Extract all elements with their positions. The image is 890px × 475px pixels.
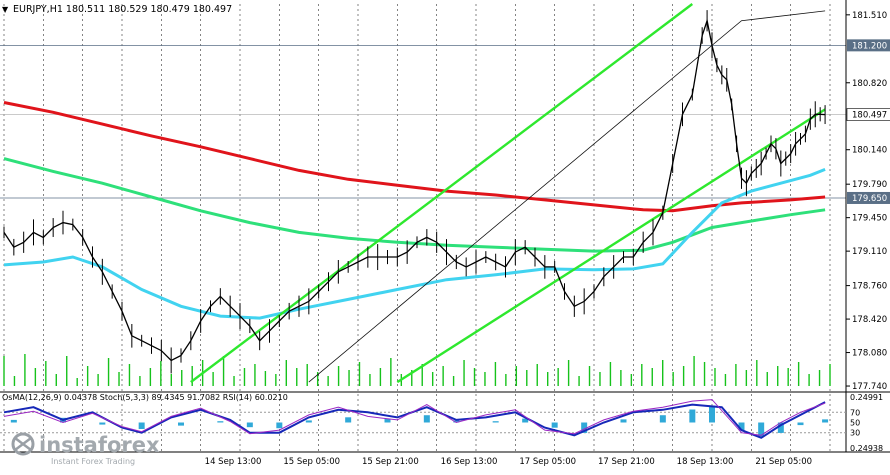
osma-bar <box>551 422 558 428</box>
price-tick-label: 179.450 <box>852 214 887 224</box>
ema50-line <box>3 168 826 320</box>
rsi-line <box>3 399 826 436</box>
indicator-tick-label: 0.24991 <box>850 393 883 402</box>
channel-lower-line <box>396 108 826 384</box>
osma-bar <box>709 405 715 423</box>
price-tick-label: 179.110 <box>852 247 887 257</box>
indicator-label: OsMA(12,26,9) 0.04378 Stoch(5,3,3) 89.43… <box>2 393 288 402</box>
osma-bar <box>492 421 499 423</box>
osma-bar <box>178 422 184 426</box>
osma-bar <box>659 415 666 423</box>
osma-bar <box>217 421 224 423</box>
osma-bar <box>453 420 460 423</box>
indicator-tick-label: 70 <box>850 408 860 417</box>
osma-bar <box>758 422 765 437</box>
price-tag-box <box>847 39 890 52</box>
indicator-tick-label: 30 <box>850 429 860 438</box>
logo-tagline: Instant Forex Trading <box>51 457 135 466</box>
osma-bar <box>384 418 391 423</box>
osma-bar <box>581 422 588 433</box>
logo-name: instaforex <box>39 433 160 457</box>
stoch-line <box>3 401 826 439</box>
time-tick-label: 21 Sep 05:00 <box>755 457 812 467</box>
price-tick-label: 177.740 <box>852 382 887 392</box>
osma-bar <box>246 422 253 428</box>
price-tick-label: 180.140 <box>852 146 887 156</box>
osma-bar <box>305 420 312 423</box>
osma-bar <box>777 422 784 433</box>
osma-bar <box>10 419 17 423</box>
symbol-info: EURJPY,H1 180.511 180.529 180.479 180.49… <box>13 4 232 15</box>
osma-bar <box>423 415 430 423</box>
price-tick-label: 181.510 <box>852 11 887 21</box>
ema200-line <box>3 101 826 213</box>
osma-bar <box>689 409 696 423</box>
price-tick-label: 180.820 <box>852 79 887 89</box>
price-tick-label: 178.760 <box>852 282 887 292</box>
time-tick-label: 17 Sep 05:00 <box>519 457 576 467</box>
time-tick-label: 16 Sep 13:00 <box>441 457 498 467</box>
indicator-tick-label: 0.24938 <box>850 444 883 453</box>
price-tag-box <box>847 191 890 204</box>
osma-bar <box>797 422 804 426</box>
time-axis: 14 Sep 13:00 15 Sep 05:00 15 Sep 21:00 16 S… <box>0 451 890 467</box>
symbol-arrow-icon[interactable]: ▼ <box>2 5 9 14</box>
price-tick-label: 178.420 <box>852 315 887 325</box>
indicator-tick-label: 50 <box>850 419 860 428</box>
osma-bar <box>620 419 627 423</box>
osma-bar <box>345 417 352 423</box>
osma-bar <box>738 422 745 431</box>
time-tick-label: 14 Sep 13:00 <box>205 457 262 467</box>
channel-upper-line <box>190 3 694 384</box>
volume-bars <box>3 354 831 386</box>
price-tag-label: 181.200 <box>852 41 887 51</box>
osma-bar <box>522 418 529 423</box>
instaforex-logo: instaforex Instant Forex Trading <box>6 428 166 468</box>
channel-mid-line <box>308 10 826 383</box>
osma-bar <box>822 419 829 423</box>
price-tick-label: 179.790 <box>852 180 887 190</box>
price-tag-box <box>846 108 890 121</box>
osma-bar <box>276 422 283 429</box>
time-tick-label: 15 Sep 21:00 <box>362 457 419 467</box>
instaforex-logo-icon <box>11 432 35 456</box>
time-tick-label: 18 Sep 13:00 <box>677 457 734 467</box>
price-axis: 181.510 180.820 180.140 179.790 179.450 179.1… <box>845 0 890 452</box>
osma-bar <box>138 422 145 429</box>
price-tag-label: 179.650 <box>852 194 887 204</box>
time-tick-label: 17 Sep 21:00 <box>598 457 655 467</box>
osma-bar <box>99 422 106 425</box>
price-tick-label: 178.080 <box>852 349 887 359</box>
price-series <box>0 3 846 384</box>
indicator-axis-background <box>847 393 890 452</box>
price-tag-label: 180.497 <box>852 111 887 121</box>
time-tick-label: 15 Sep 05:00 <box>283 457 340 467</box>
